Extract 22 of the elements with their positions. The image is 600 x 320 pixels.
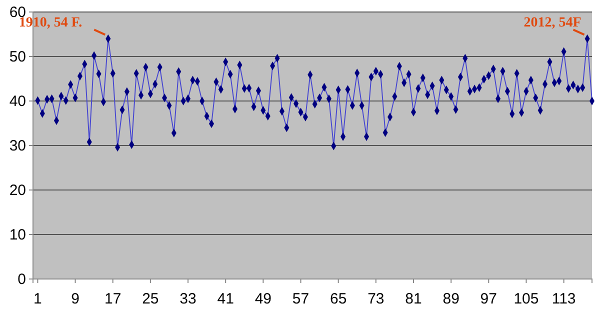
annotation: 2012, 54F [524,16,582,31]
x-tick-label: 113 [552,290,576,308]
y-tick-label: 30 [9,137,26,154]
y-tick-label: 40 [9,92,26,110]
x-tick-label: 9 [71,290,80,308]
y-tick-label: 50 [9,48,26,66]
x-tick-label: 81 [405,290,422,308]
x-tick-label: 1 [34,290,42,308]
x-tick-label: 57 [292,290,310,308]
y-tick-label: 0 [18,270,26,288]
x-tick-label: 65 [330,290,347,308]
x-tick-label: 105 [514,290,539,308]
y-tick-label: 20 [9,182,26,199]
x-tick-label: 73 [368,290,384,308]
x-tick-label: 89 [442,290,460,308]
x-tick-label: 33 [180,290,196,308]
x-tick-label: 41 [217,290,234,308]
x-tick-label: 49 [254,290,272,308]
y-tick-label: 10 [9,226,26,244]
x-tick-label: 25 [142,290,159,308]
x-tick-label: 17 [104,290,122,308]
x-tick-label: 97 [480,290,497,308]
